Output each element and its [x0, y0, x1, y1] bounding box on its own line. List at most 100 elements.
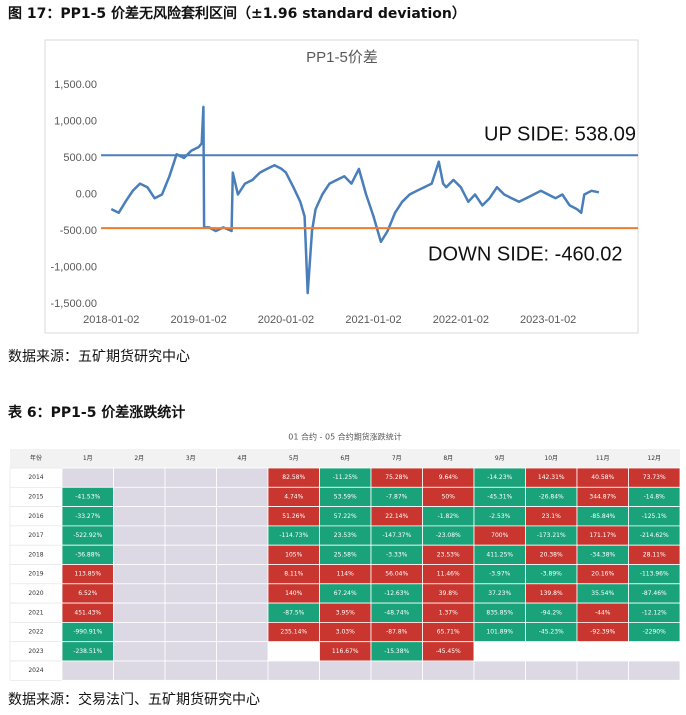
source: 数据来源：五矿期货研究中心	[8, 348, 190, 365]
cell	[113, 544, 166, 565]
x-tick-label: 2018-01-02	[83, 314, 139, 326]
cell	[113, 602, 166, 623]
header-cell: 10月	[544, 455, 558, 462]
cell-value: 50%	[442, 493, 456, 500]
cell-value: 23.1%	[542, 513, 561, 520]
cell-value: 67.24%	[334, 590, 357, 597]
cell-value: -3.89%	[541, 571, 563, 578]
cell	[113, 506, 166, 527]
cell	[628, 641, 681, 662]
cell-value: -36.88%	[75, 551, 100, 558]
year-label: 2021	[28, 609, 43, 616]
x-tick-label: 2020-01-02	[258, 314, 314, 326]
cell-value: -45.23%	[539, 629, 564, 636]
cell-value: 344.87%	[589, 493, 616, 500]
cell	[216, 525, 269, 546]
cell	[576, 660, 629, 681]
cell-value: 53.59%	[334, 493, 357, 500]
cell-value: -41.53%	[75, 493, 100, 500]
cell	[164, 467, 217, 488]
cell-value: 20.38%	[540, 551, 563, 558]
chart-title: PP1-5价差	[306, 49, 378, 66]
cell-value: -12.63%	[384, 590, 409, 597]
cell-value: 113.85%	[74, 571, 101, 578]
cell-value: -125.1%	[642, 513, 667, 520]
cell-value: -1.82%	[438, 513, 460, 520]
header-cell: 9月	[495, 455, 505, 462]
cell	[216, 622, 269, 643]
year-label: 2022	[28, 629, 43, 636]
cell-value: -238.51%	[73, 648, 102, 655]
cell-value: 101.89%	[486, 629, 513, 636]
cell-value: -85.84%	[590, 513, 615, 520]
year-label: 2018	[28, 551, 43, 558]
cell-value: 6.52%	[78, 590, 97, 597]
header-cell: 年份	[30, 454, 42, 462]
cell	[164, 641, 217, 662]
cell	[164, 660, 217, 681]
cell-value: -990.91%	[73, 629, 102, 636]
cell-value: 835.85%	[486, 609, 513, 616]
x-tick-label: 2019-01-02	[170, 314, 226, 326]
cell	[216, 544, 269, 565]
cell-value: -87.46%	[642, 590, 667, 597]
cell	[61, 660, 114, 681]
cell-value: 140%	[285, 590, 302, 597]
y-tick-label: -1,500.00	[51, 298, 97, 310]
cell-value: -147.37%	[382, 532, 411, 539]
cell-value: 142.31%	[538, 474, 565, 481]
year-label: 2023	[28, 648, 43, 655]
cell	[319, 660, 372, 681]
cell-value: 411.25%	[486, 551, 513, 558]
cell	[216, 467, 269, 488]
cell-value: -12.12%	[642, 609, 667, 616]
cell-value: -26.84%	[539, 493, 564, 500]
chart-frame	[44, 39, 639, 334]
cell-value: -15.38%	[384, 648, 409, 655]
cell-value: -45.45%	[436, 648, 461, 655]
cell	[164, 506, 217, 527]
y-tick-label: 500.00	[63, 152, 97, 164]
cell-value: 25.58%	[334, 551, 357, 558]
cell-value: 57.22%	[334, 513, 357, 520]
cell-value: -114.73%	[279, 532, 308, 539]
y-tick-label: 0.00	[76, 188, 97, 200]
cell-value: 451.43%	[74, 609, 101, 616]
cell-value: 139.8%	[540, 590, 563, 597]
cell-value: 3.03%	[336, 629, 355, 636]
cell	[216, 660, 269, 681]
cell	[113, 467, 166, 488]
cell-value: -87.5%	[283, 609, 305, 616]
cell	[216, 506, 269, 527]
cell-value: 171.17%	[589, 532, 616, 539]
cell-value: -7.87%	[386, 493, 408, 500]
cell	[164, 525, 217, 546]
cell-value: 116.67%	[332, 648, 359, 655]
cell-value: 1.37%	[439, 609, 458, 616]
cell	[422, 660, 475, 681]
header-cell: 12月	[647, 455, 661, 462]
cell-value: 8.11%	[284, 571, 303, 578]
cell	[216, 641, 269, 662]
x-tick-label: 2023-01-02	[520, 314, 576, 326]
cell	[473, 660, 526, 681]
source: 数据来源：交易法门、五矿期货研究中心	[8, 691, 260, 708]
header-cell: 4月	[237, 455, 247, 462]
cell	[576, 641, 629, 662]
cell-value: -14.8%	[644, 493, 666, 500]
x-tick-label: 2021-01-02	[345, 314, 401, 326]
table-header-bg	[10, 449, 680, 468]
cell	[164, 602, 217, 623]
cell	[164, 583, 217, 604]
header-cell: 5月	[289, 455, 299, 462]
year-label: 2014	[28, 474, 43, 481]
cell-value: 28.11%	[643, 551, 666, 558]
cell	[113, 564, 166, 585]
header-cell: 11月	[596, 455, 610, 462]
year-label: 2020	[28, 590, 43, 597]
cell	[61, 467, 114, 488]
cell	[267, 641, 320, 662]
cell-value: -44%	[595, 609, 611, 616]
year-label: 2019	[28, 571, 43, 578]
